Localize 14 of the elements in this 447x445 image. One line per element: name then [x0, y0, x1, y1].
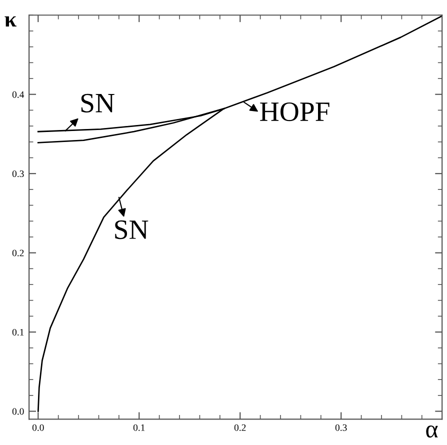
x-tick-label: 0.0 — [32, 424, 44, 431]
annotation: SN — [115, 220, 148, 240]
annotation: HOPF — [260, 102, 330, 122]
x-axis-title: α — [426, 426, 438, 438]
y-axis-title: κ — [4, 16, 16, 27]
x-tick-label: 0.2 — [234, 424, 246, 431]
annotation: SN — [81, 94, 114, 112]
y-tick-label: 0.0 — [12, 408, 24, 415]
y-tick-label: 0.2 — [12, 250, 24, 256]
y-tick-label: 0.4 — [12, 91, 24, 98]
x-tick-label: 0.3 — [335, 424, 347, 431]
x-tick-label: 0.1 — [133, 424, 145, 431]
y-tick-label: 0.3 — [12, 170, 24, 178]
y-tick-label: 0.1 — [12, 328, 24, 336]
